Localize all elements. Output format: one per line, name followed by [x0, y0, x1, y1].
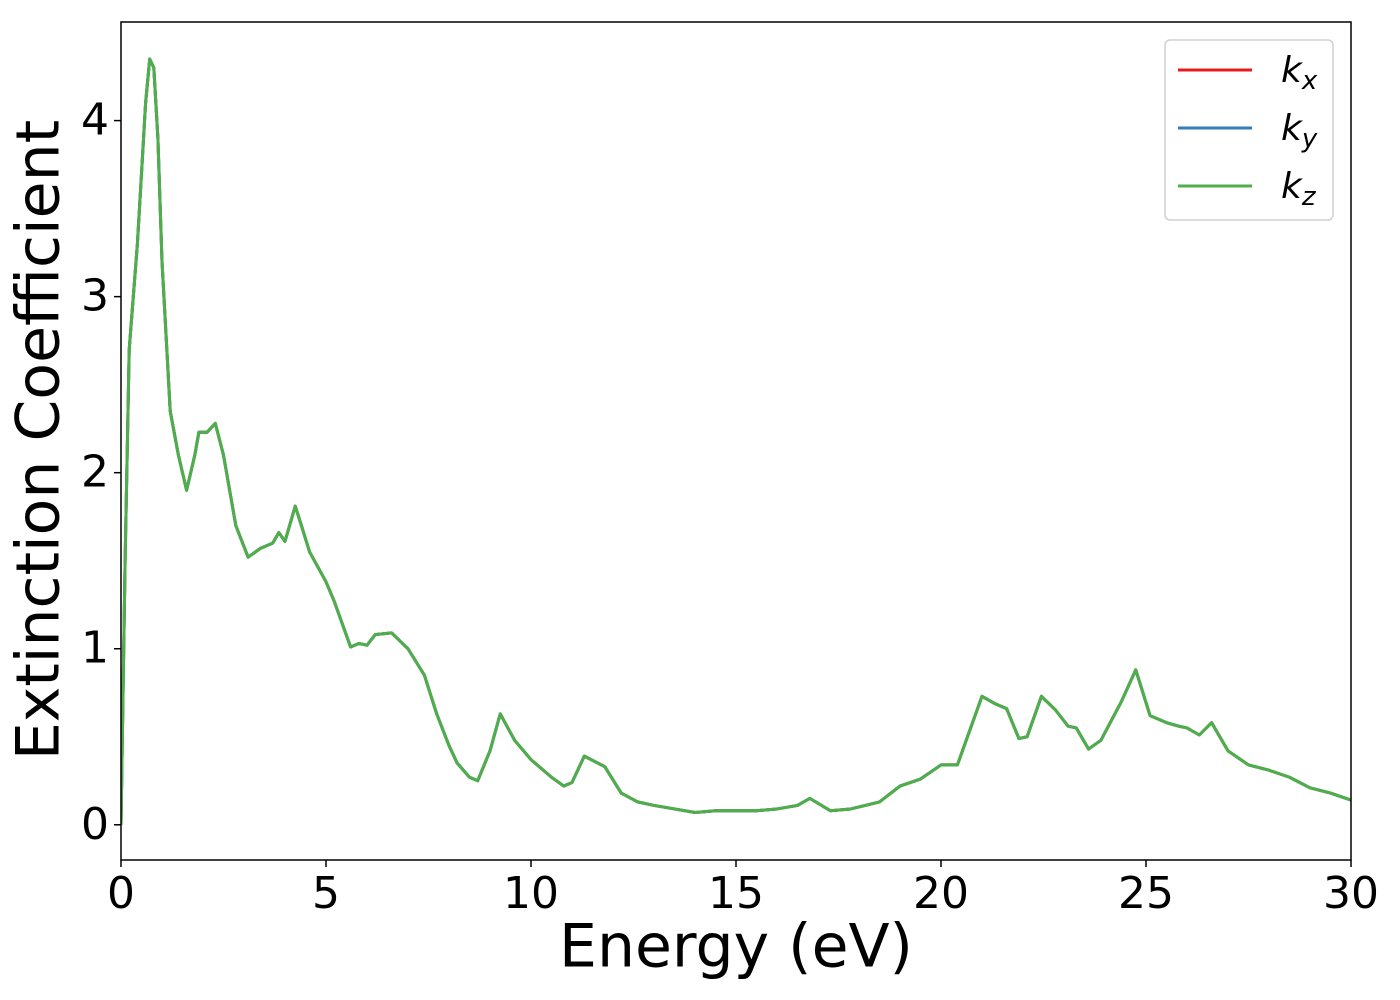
- y-tick-label: 4: [81, 95, 109, 146]
- legend-label: ky: [1281, 108, 1318, 154]
- x-tick-label: 30: [1323, 868, 1379, 919]
- x-tick-label: 15: [708, 868, 764, 919]
- legend-label: kz: [1281, 166, 1317, 212]
- x-tick-label: 25: [1118, 868, 1174, 919]
- y-tick-label: 2: [81, 447, 109, 498]
- series-line: [121, 57, 1351, 825]
- x-tick-label: 0: [107, 868, 135, 919]
- x-tick-label: 10: [503, 868, 559, 919]
- legend-label: kx: [1281, 50, 1318, 96]
- x-tick-label: 5: [312, 868, 340, 919]
- y-tick-label: 0: [81, 799, 109, 850]
- y-tick-label: 1: [81, 623, 109, 674]
- plot-frame: [120, 21, 1352, 861]
- x-tick-label: 20: [913, 868, 969, 919]
- legend-box: [1164, 39, 1334, 221]
- y-tick-label: 3: [81, 271, 109, 322]
- y-axis-label: Extinction Coefficient: [4, 120, 74, 760]
- x-axis-label: Energy (eV): [559, 912, 913, 982]
